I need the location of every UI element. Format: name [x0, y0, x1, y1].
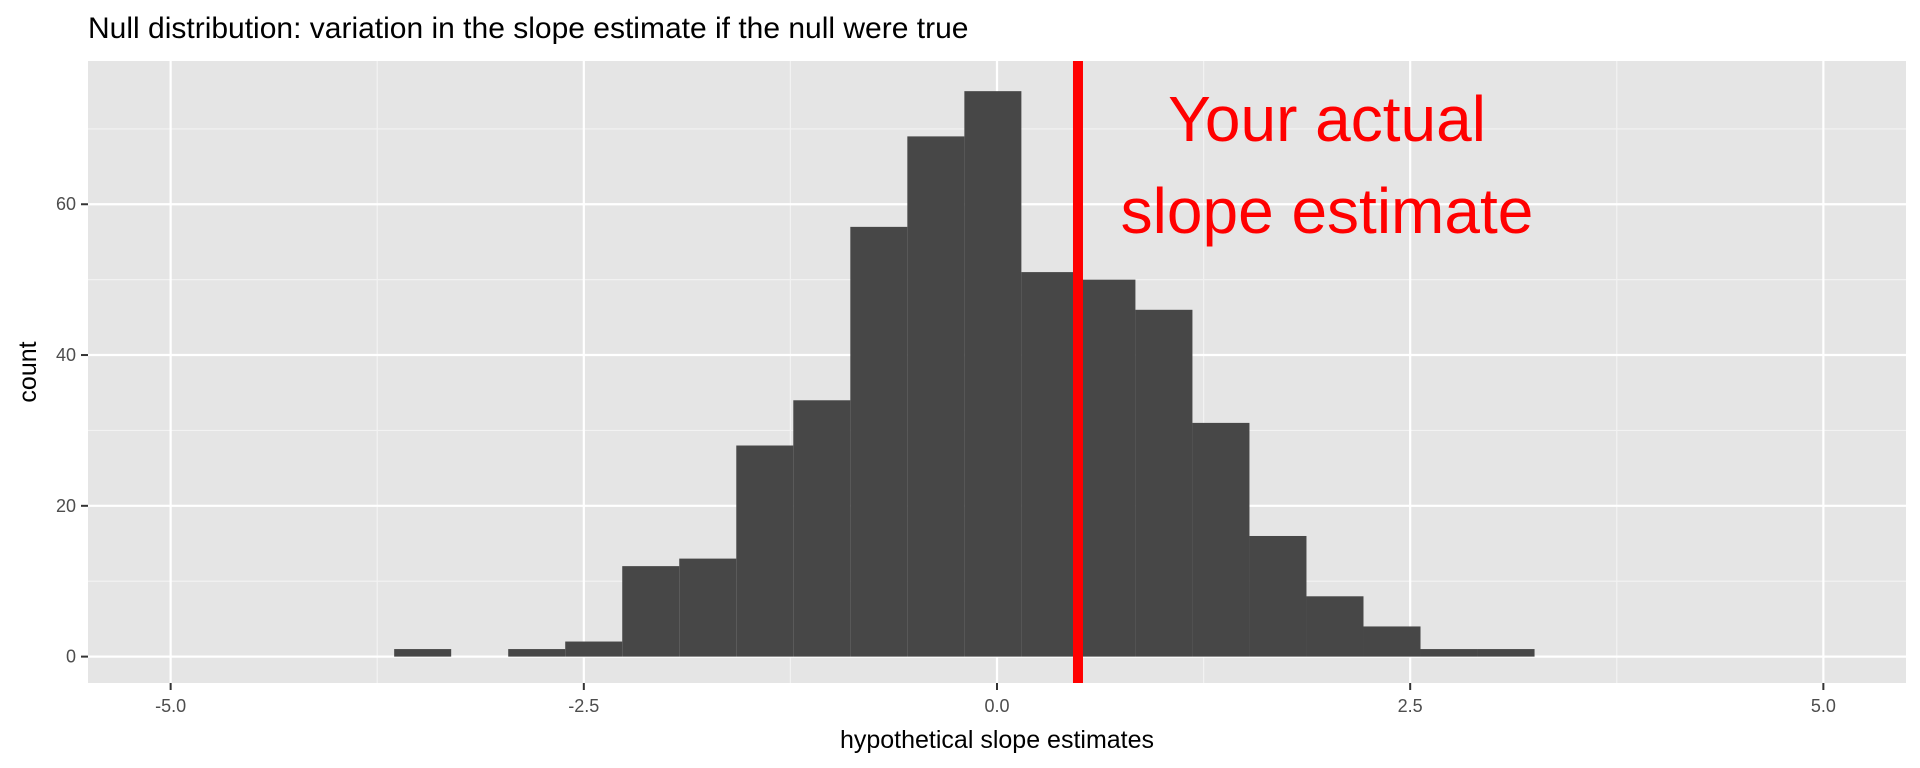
x-tick-label: -2.5 [568, 696, 599, 716]
histogram-bars [394, 91, 1535, 657]
annotation-line: Your actual [1168, 83, 1486, 155]
chart-title: Null distribution: variation in the slop… [88, 12, 968, 45]
annotation-line: slope estimate [1121, 175, 1534, 247]
histogram-bar [622, 566, 680, 657]
y-tick-label: 60 [56, 194, 76, 214]
histogram-bar [850, 226, 908, 657]
x-axis-title: hypothetical slope estimates [840, 726, 1154, 754]
histogram-bar [394, 649, 452, 657]
x-tick-label: 5.0 [1811, 696, 1836, 716]
histogram-bar [679, 558, 737, 657]
x-tick-label: 2.5 [1398, 696, 1423, 716]
histogram-bar [1363, 626, 1421, 657]
histogram-bar [1021, 272, 1079, 657]
histogram-bar [508, 649, 566, 657]
y-tick-label: 40 [56, 345, 76, 365]
histogram-bar [1135, 309, 1193, 657]
y-tick-label: 20 [56, 496, 76, 516]
histogram-bar [1477, 649, 1535, 657]
histogram-bar [1306, 596, 1364, 657]
y-axis-title: count [14, 341, 42, 402]
histogram-bar [736, 445, 794, 657]
histogram-bar [1192, 422, 1250, 657]
histogram-bar [907, 136, 965, 657]
y-axis: 0 20 40 60 [56, 194, 88, 667]
histogram-bar [1420, 649, 1478, 657]
histogram-bar [565, 641, 623, 657]
annotation-group: Your actual slope estimate [1121, 83, 1534, 247]
x-axis: -5.0 -2.5 0.0 2.5 5.0 [155, 683, 1836, 716]
y-tick-label: 0 [66, 647, 76, 667]
histogram-bar [964, 91, 1022, 657]
x-tick-label: 0.0 [984, 696, 1009, 716]
histogram-bar [793, 400, 851, 657]
histogram-bar [1078, 279, 1136, 657]
histogram-bar [1249, 535, 1307, 657]
x-tick-label: -5.0 [155, 696, 186, 716]
